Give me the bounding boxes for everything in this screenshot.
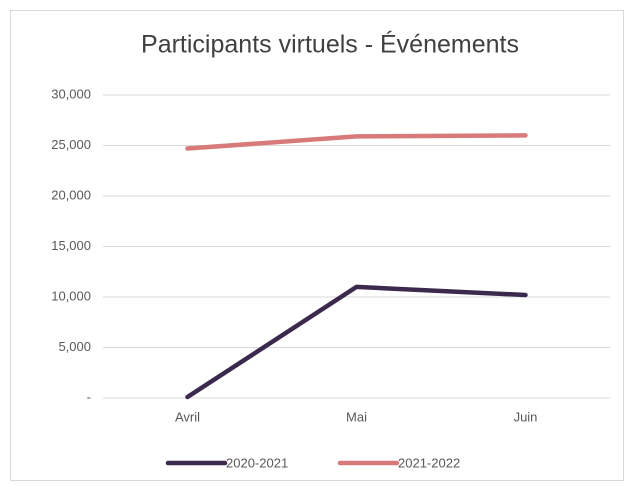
series-line xyxy=(185,133,528,151)
y-tick-label: 5,000 xyxy=(58,339,91,354)
series-line xyxy=(185,284,528,400)
x-tick-label: Juin xyxy=(514,409,538,424)
chart-border xyxy=(10,10,624,481)
y-tick-label: 10,000 xyxy=(51,288,91,303)
legend-label: 2021-2022 xyxy=(398,455,460,470)
y-tick-label: 20,000 xyxy=(51,187,91,202)
chart-title: Participants virtuels - Événements xyxy=(141,30,519,59)
x-tick-label: Mai xyxy=(346,409,367,424)
y-tick-label: 15,000 xyxy=(51,238,91,253)
y-tick-label: 30,000 xyxy=(51,86,91,101)
legend-label: 2020-2021 xyxy=(226,455,288,470)
y-tick-label: 25,000 xyxy=(51,137,91,152)
y-tick-label: - xyxy=(87,389,91,404)
x-tick-label: Avril xyxy=(175,409,200,424)
